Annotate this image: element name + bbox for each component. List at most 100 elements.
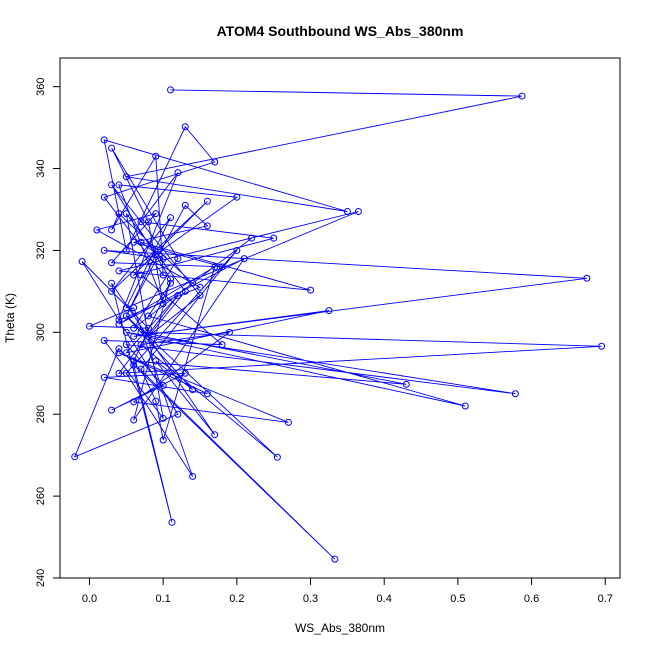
data-point	[100, 337, 108, 345]
x-tick-label: 0.5	[450, 593, 465, 605]
y-tick-label: 280	[35, 405, 47, 423]
data-point	[115, 181, 123, 189]
y-tick-label: 240	[35, 569, 47, 587]
x-tick-label: 0.0	[82, 593, 97, 605]
data-point	[122, 246, 130, 254]
data-point	[137, 328, 145, 336]
data-point	[115, 267, 123, 275]
data-point	[122, 341, 130, 349]
data-point	[159, 436, 167, 444]
data-point	[130, 332, 138, 340]
data-point	[108, 406, 116, 414]
data-point	[402, 380, 410, 388]
data-point	[325, 307, 333, 315]
y-axis-label: Theta (K)	[3, 293, 17, 343]
x-tick-label: 0.2	[229, 593, 244, 605]
data-point	[174, 169, 182, 177]
data-point	[167, 279, 175, 287]
data-point	[108, 279, 116, 287]
data-point	[130, 304, 138, 312]
data-point	[168, 518, 176, 526]
data-point	[203, 390, 211, 398]
data-point	[189, 386, 197, 394]
data-point	[181, 201, 189, 209]
data-point	[189, 472, 197, 480]
y-tick-label: 340	[35, 159, 47, 177]
data-point	[108, 181, 116, 189]
data-point	[233, 246, 241, 254]
data-point	[137, 271, 145, 279]
data-point	[137, 341, 145, 349]
data-point	[211, 431, 219, 439]
data-point	[159, 255, 167, 263]
data-point	[159, 414, 167, 422]
data-point	[167, 86, 175, 94]
data-point	[152, 152, 160, 160]
x-axis: 0.0 0.1 0.2 0.3 0.4 0.5 0.6 0.7	[82, 577, 613, 605]
data-point	[130, 361, 138, 369]
data-point	[174, 255, 182, 263]
x-tick-label: 0.1	[156, 593, 171, 605]
data-point	[461, 402, 469, 410]
data-point	[181, 287, 189, 295]
data-point	[137, 365, 145, 373]
data-point	[93, 226, 101, 234]
data-point	[248, 234, 256, 242]
data-point	[196, 291, 204, 299]
data-point	[108, 144, 116, 152]
data-point	[115, 345, 123, 353]
y-tick-label: 300	[35, 323, 47, 341]
data-point	[174, 291, 182, 299]
data-point	[152, 397, 160, 405]
data-point	[152, 251, 160, 259]
data-point	[122, 312, 130, 320]
data-point	[273, 453, 281, 461]
data-point	[343, 208, 351, 216]
data-point	[211, 263, 219, 271]
y-axis: 240 260 280 300 320 340 360	[35, 77, 61, 587]
x-tick-label: 0.4	[377, 593, 392, 605]
data-point	[130, 271, 138, 279]
plot-frame	[59, 57, 621, 579]
data-point	[189, 279, 197, 287]
y-tick-label: 260	[35, 487, 47, 505]
data-point	[284, 418, 292, 426]
data-point	[130, 416, 138, 424]
data-point	[108, 226, 116, 234]
data-point	[270, 234, 278, 242]
data-point	[354, 208, 362, 216]
data-point	[174, 410, 182, 418]
data-point	[115, 210, 123, 218]
data-point	[181, 123, 189, 131]
data-point	[167, 214, 175, 222]
data-point	[152, 357, 160, 365]
data-point	[307, 286, 315, 294]
x-tick-label: 0.7	[598, 593, 613, 605]
data-point	[115, 316, 123, 324]
data-point	[218, 263, 226, 271]
data-point	[78, 257, 86, 265]
data-point	[122, 210, 130, 218]
data-point	[108, 259, 116, 267]
data-point	[233, 193, 241, 201]
data-point	[100, 193, 108, 201]
data-point	[100, 246, 108, 254]
series-points	[71, 86, 606, 563]
data-point	[511, 390, 519, 398]
data-point	[159, 271, 167, 279]
data-point	[144, 218, 152, 226]
data-point	[203, 222, 211, 230]
data-point	[203, 197, 211, 205]
chart-title: ATOM4 Southbound WS_Abs_380nm	[217, 23, 464, 39]
data-point	[115, 369, 123, 377]
data-point	[598, 342, 606, 350]
data-point	[85, 322, 93, 330]
data-point	[130, 398, 138, 406]
data-point	[122, 349, 130, 357]
data-point	[100, 373, 108, 381]
y-tick-label: 320	[35, 241, 47, 259]
series-connecting-line	[73, 89, 602, 560]
data-point	[122, 173, 130, 181]
data-point	[137, 218, 145, 226]
data-point	[211, 158, 219, 166]
